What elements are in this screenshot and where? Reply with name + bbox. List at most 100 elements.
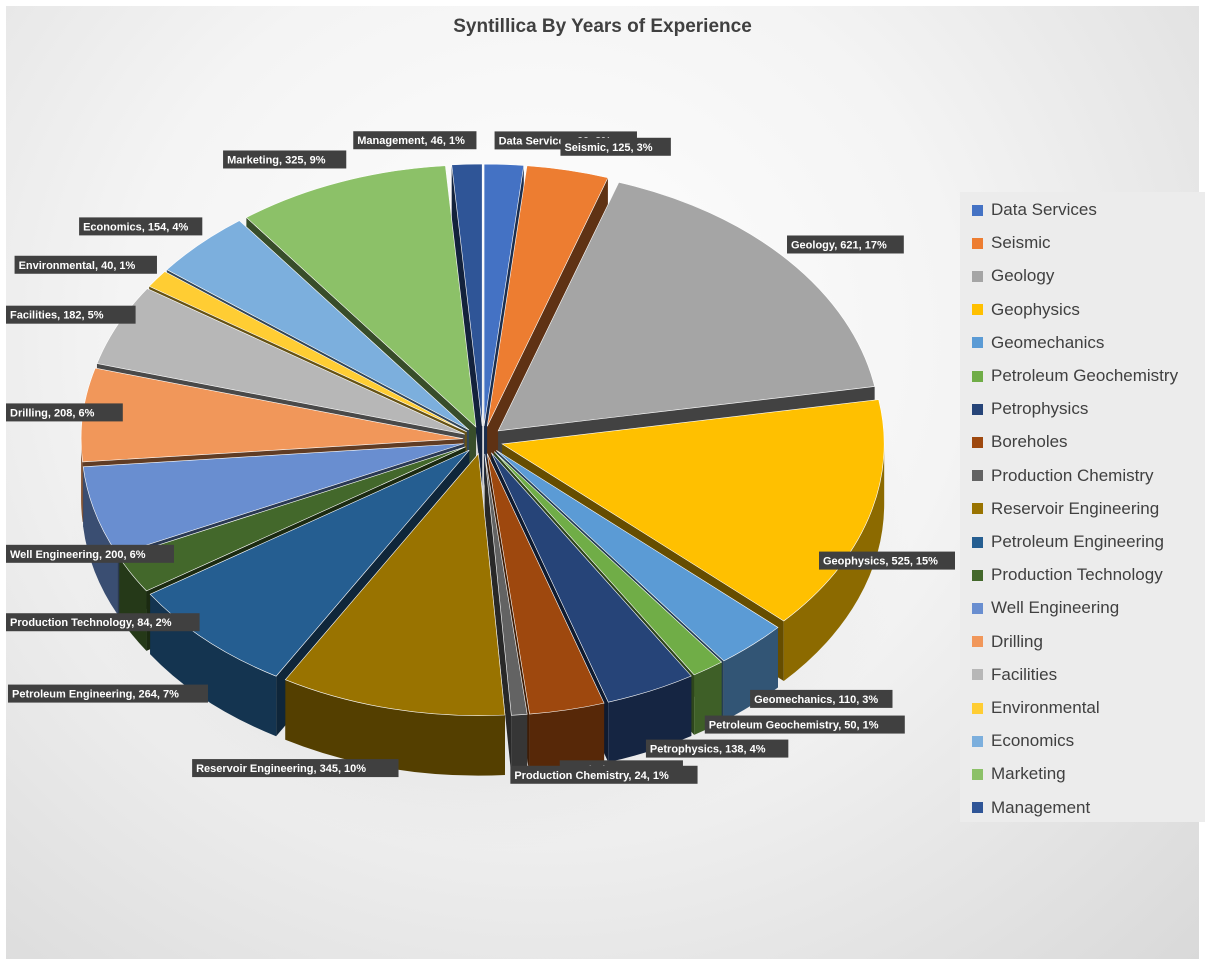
data-label-petrophysics: Petrophysics, 138, 4% bbox=[645, 739, 789, 758]
legend-swatch bbox=[972, 270, 983, 282]
data-label-box bbox=[787, 235, 904, 254]
legend-label: Marketing bbox=[991, 764, 1066, 784]
legend-item-reservoir-engineering: Reservoir Engineering bbox=[972, 497, 1159, 521]
legend-item-facilities: Facilities bbox=[972, 663, 1057, 687]
data-label-text: Petroleum Engineering, 264, 7% bbox=[12, 689, 179, 701]
legend-swatch bbox=[972, 768, 983, 780]
pie-slice-data-services bbox=[483, 163, 525, 427]
legend-label: Petrophysics bbox=[991, 399, 1089, 419]
pie-slice-facilities bbox=[96, 288, 465, 435]
legend-swatch bbox=[972, 802, 983, 814]
legend: Data Services Seismic Geology Geophysics Geo… bbox=[960, 192, 1205, 822]
legend-item-data-services: Data Services bbox=[972, 198, 1097, 222]
data-label-box bbox=[223, 150, 347, 169]
legend-swatch bbox=[972, 536, 983, 548]
pie-slice-reservoir-engineering bbox=[284, 452, 506, 716]
pie-slice-environmental bbox=[148, 271, 467, 433]
pie-slice-geomechanics-side bbox=[723, 627, 778, 721]
legend-label: Geophysics bbox=[991, 299, 1080, 319]
data-label-marketing: Marketing, 325, 9% bbox=[223, 150, 347, 169]
legend-label: Well Engineering bbox=[991, 598, 1120, 618]
pie-slice-petroleum-geochemistry bbox=[493, 451, 723, 676]
data-label-text: Seismic, 125, 3% bbox=[564, 142, 652, 154]
data-label-box bbox=[6, 544, 174, 563]
legend-item-petroleum-engineering: Petroleum Engineering bbox=[972, 530, 1164, 554]
legend-label: Drilling bbox=[991, 631, 1043, 651]
legend-item-production-technology: Production Technology bbox=[972, 563, 1163, 587]
legend-item-geology: Geology bbox=[972, 264, 1054, 288]
legend-item-management: Management bbox=[972, 796, 1090, 820]
data-label-management: Management, 46, 1% bbox=[353, 131, 477, 150]
legend-swatch bbox=[972, 702, 983, 714]
data-label-production-chemistry: Production Chemistry, 24, 1% bbox=[510, 765, 698, 784]
data-label-reservoir-engineering: Reservoir Engineering, 345, 10% bbox=[192, 759, 399, 778]
legend-item-petrophysics: Petrophysics bbox=[972, 397, 1088, 421]
data-label-text: Management, 46, 1% bbox=[357, 135, 465, 147]
pie-slice-management-side bbox=[451, 164, 483, 487]
legend-label: Seismic bbox=[991, 233, 1051, 253]
legend-item-petroleum-geochemistry: Petroleum Geochemistry bbox=[972, 364, 1178, 388]
legend-swatch bbox=[972, 304, 983, 316]
pie-slice-boreholes bbox=[486, 453, 605, 715]
legend-swatch bbox=[972, 370, 983, 382]
pie-slice-production-chemistry-side bbox=[484, 453, 512, 776]
data-label-petroleum-engineering: Petroleum Engineering, 264, 7% bbox=[7, 684, 208, 703]
legend-label: Reservoir Engineering bbox=[991, 498, 1160, 518]
data-label-text: Reservoir Engineering, 345, 10% bbox=[196, 763, 366, 775]
pie-slice-economics bbox=[166, 220, 470, 431]
data-label-box bbox=[7, 684, 208, 703]
legend-swatch bbox=[972, 669, 983, 681]
legend-swatch bbox=[972, 569, 983, 581]
data-label-box bbox=[79, 217, 203, 236]
data-label-environmental: Environmental, 40, 1% bbox=[14, 255, 157, 274]
data-label-text: Facilities, 182, 5% bbox=[10, 310, 104, 322]
legend-label: Geology bbox=[991, 266, 1055, 286]
legend-swatch bbox=[972, 503, 983, 515]
data-label-box bbox=[353, 131, 477, 150]
data-label-well-engineering: Well Engineering, 200, 6% bbox=[6, 544, 174, 563]
data-label-petroleum-geochemistry: Petroleum Geochemistry, 50, 1% bbox=[704, 715, 905, 734]
pie-slice-production-chemistry-side bbox=[511, 714, 528, 776]
data-label-geology: Geology, 621, 17% bbox=[787, 235, 904, 254]
data-label-box bbox=[645, 739, 789, 758]
data-label-box bbox=[192, 759, 399, 778]
legend-item-geophysics: Geophysics bbox=[972, 298, 1080, 322]
legend-swatch bbox=[972, 735, 983, 747]
data-label-text: Marketing, 325, 9% bbox=[227, 154, 326, 166]
legend-swatch bbox=[972, 204, 983, 216]
legend-label: Petroleum Engineering bbox=[991, 532, 1164, 551]
legend-label: Boreholes bbox=[991, 432, 1068, 452]
legend-label: Geomechanics bbox=[991, 332, 1105, 352]
legend-item-marketing: Marketing bbox=[972, 762, 1066, 786]
data-label-box bbox=[6, 403, 123, 422]
legend-swatch bbox=[972, 636, 983, 648]
legend-swatch bbox=[972, 403, 983, 415]
data-label-text: Production Chemistry, 24, 1% bbox=[514, 770, 669, 782]
legend-item-seismic: Seismic bbox=[972, 231, 1051, 255]
data-label-box bbox=[6, 613, 200, 632]
data-label-text: Production Technology, 84, 2% bbox=[10, 617, 172, 629]
data-label-text: Well Engineering, 200, 6% bbox=[10, 549, 146, 561]
legend-label: Management bbox=[991, 797, 1091, 817]
data-label-box bbox=[560, 137, 671, 156]
pie-slice-geophysics-side bbox=[783, 443, 885, 681]
chart-title: Syntillica By Years of Experience bbox=[453, 16, 752, 37]
data-label-economics: Economics, 154, 4% bbox=[79, 217, 203, 236]
data-label-drilling: Drilling, 208, 6% bbox=[6, 403, 123, 422]
data-label-text: Geophysics, 525, 15% bbox=[823, 556, 938, 568]
data-label-geomechanics: Geomechanics, 110, 3% bbox=[750, 689, 893, 708]
legend-item-drilling: Drilling bbox=[972, 630, 1043, 654]
pie-slice-management bbox=[451, 163, 483, 427]
legend-swatch bbox=[972, 337, 983, 349]
data-label-box bbox=[510, 765, 698, 784]
legend-label: Production Chemistry bbox=[991, 465, 1154, 485]
pie-slice-petroleum-engineering bbox=[149, 449, 470, 677]
legend-label: Data Services bbox=[991, 200, 1097, 219]
legend-item-economics: Economics bbox=[972, 729, 1074, 753]
pie-slice-geophysics bbox=[501, 399, 885, 622]
data-label-text: Geomechanics, 110, 3% bbox=[754, 694, 878, 706]
pie-slice-production-chemistry bbox=[484, 453, 528, 716]
data-label-text: Geology, 621, 17% bbox=[791, 239, 887, 251]
pie-slice-geology bbox=[497, 181, 876, 432]
legend-label: Production Technology bbox=[991, 565, 1163, 585]
